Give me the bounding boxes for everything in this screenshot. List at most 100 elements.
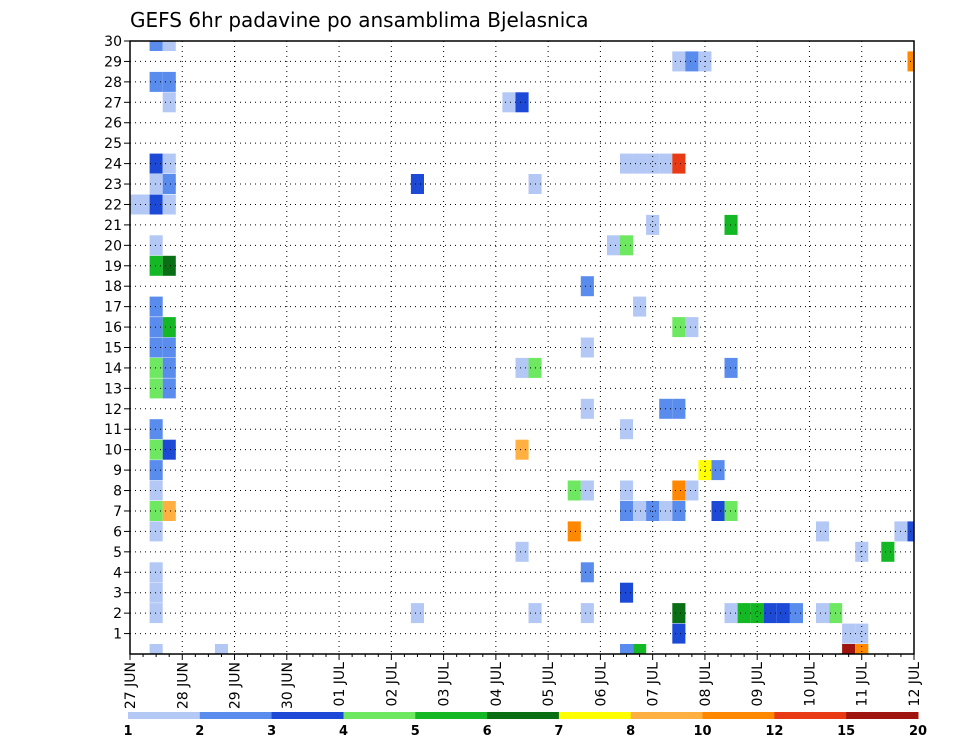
heat-cell: [606, 235, 620, 256]
heat-cell: [515, 92, 529, 113]
heat-cell: [620, 644, 634, 654]
heat-cell: [149, 439, 163, 460]
colorbar-label: 10: [693, 724, 711, 739]
heat-cell: [698, 460, 712, 481]
y-tick-label: 22: [104, 197, 122, 213]
y-tick-label: 23: [104, 177, 122, 193]
x-tick-label: 11 JUL: [855, 662, 871, 707]
heat-cell: [567, 480, 581, 501]
colorbar-swatch: [702, 712, 775, 719]
heat-cell: [162, 174, 176, 194]
heat-cell: [567, 521, 581, 542]
heat-cell: [685, 317, 699, 338]
heat-cell: [149, 480, 163, 501]
heat-cell: [789, 603, 803, 624]
heat-cell: [149, 174, 163, 194]
heat-cell: [149, 71, 163, 92]
heat-cell: [672, 153, 686, 174]
grid-lines: [130, 40, 914, 654]
heat-cell: [620, 153, 634, 174]
heat-cell: [162, 255, 176, 276]
heat-cell: [633, 644, 647, 654]
heat-cell: [149, 153, 163, 174]
heat-cell: [162, 337, 176, 358]
cells-layer: [130, 41, 914, 654]
heat-cell: [580, 398, 594, 419]
heat-cell: [633, 153, 647, 174]
heat-cell: [776, 603, 790, 624]
heat-cell: [580, 337, 594, 358]
y-tick-label: 2: [113, 606, 122, 622]
y-tick-label: 21: [104, 218, 122, 234]
heat-cell: [149, 501, 163, 521]
colorbar-label: 5: [411, 724, 420, 739]
heat-cell: [149, 296, 163, 317]
colorbar-swatch: [487, 712, 560, 719]
x-tick-label: 08 JUL: [698, 662, 714, 707]
heat-cell: [149, 603, 163, 624]
heat-cell: [580, 480, 594, 501]
heat-cell: [162, 439, 176, 460]
heat-cell: [737, 603, 751, 624]
heat-cell: [724, 501, 738, 521]
x-tick-label: 04 JUL: [489, 662, 505, 707]
heat-cell: [162, 194, 176, 215]
heat-cell: [149, 460, 163, 481]
heat-cell: [130, 194, 137, 215]
heat-cell: [633, 501, 647, 521]
heat-cell: [580, 603, 594, 624]
colorbar-label: 1: [123, 724, 132, 739]
colorbar-swatch: [630, 712, 703, 719]
y-tick-label: 3: [113, 586, 122, 602]
y-tick-label: 29: [104, 54, 122, 70]
heat-cell: [620, 419, 634, 440]
x-tick-label: 27 JUN: [123, 662, 139, 709]
x-tick-label: 01 JUL: [332, 662, 348, 707]
x-tick-label: 05 JUL: [541, 662, 557, 707]
colorbar-label: 3: [267, 724, 276, 739]
heat-cell: [672, 480, 686, 501]
colorbar-swatch: [415, 712, 488, 719]
heat-cell: [502, 92, 516, 113]
y-tick-label: 15: [104, 341, 122, 357]
heat-cell: [149, 194, 163, 215]
y-ticks: 1234567891011121314151617181920212223242…: [104, 34, 130, 643]
colorbar-swatch: [558, 712, 632, 719]
colorbar-label: 6: [483, 724, 492, 739]
heat-cell: [149, 41, 163, 51]
x-tick-label: 09 JUL: [750, 662, 766, 707]
heat-cell: [750, 603, 764, 624]
heat-cell: [580, 276, 594, 297]
heat-cell: [842, 644, 856, 654]
y-tick-label: 10: [104, 443, 122, 459]
heat-cell: [855, 623, 869, 644]
heat-cell: [724, 214, 738, 235]
x-tick-label: 07 JUL: [646, 662, 662, 707]
heat-cell: [711, 501, 725, 521]
heat-cell: [724, 357, 738, 378]
colorbar-label: 8: [626, 724, 635, 739]
x-tick-label: 12 JUL: [907, 662, 923, 707]
colorbar-swatch: [128, 712, 201, 719]
heat-cell: [149, 521, 163, 542]
heat-cell: [685, 51, 699, 72]
heat-cell: [646, 214, 660, 235]
heat-cell: [816, 603, 830, 624]
y-tick-label: 20: [104, 238, 122, 254]
heat-cell: [149, 378, 163, 399]
colorbar-label: 20: [909, 724, 927, 739]
heat-cell: [672, 317, 686, 338]
heat-cell: [855, 644, 869, 654]
colorbar-swatch: [774, 712, 847, 719]
colorbar-label: 15: [837, 724, 855, 739]
y-tick-label: 24: [104, 157, 122, 173]
colorbar-swatch: [343, 712, 416, 719]
heat-cell: [136, 194, 150, 215]
heat-cell: [672, 398, 686, 419]
heat-cell: [162, 378, 176, 399]
colorbar-swatch: [271, 712, 344, 719]
heat-cell: [672, 51, 686, 72]
heat-cell: [881, 541, 895, 562]
y-tick-label: 11: [104, 422, 122, 438]
